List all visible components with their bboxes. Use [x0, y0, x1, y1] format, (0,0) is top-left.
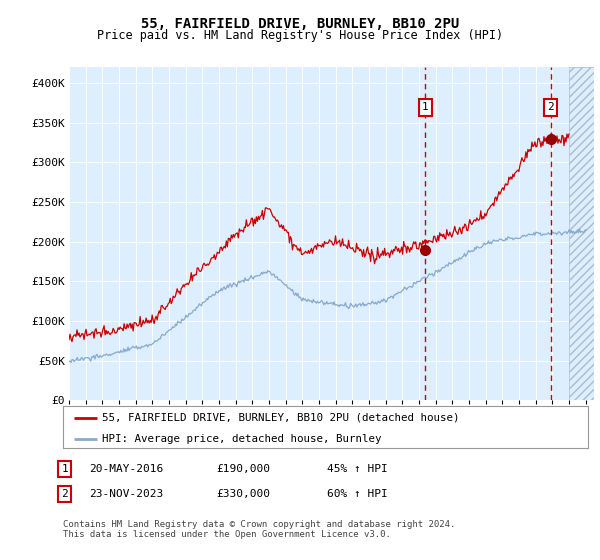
Text: 1: 1 [61, 464, 68, 474]
Text: 55, FAIRFIELD DRIVE, BURNLEY, BB10 2PU (detached house): 55, FAIRFIELD DRIVE, BURNLEY, BB10 2PU (… [103, 413, 460, 423]
Text: Contains HM Land Registry data © Crown copyright and database right 2024.
This d: Contains HM Land Registry data © Crown c… [63, 520, 455, 539]
Text: HPI: Average price, detached house, Burnley: HPI: Average price, detached house, Burn… [103, 434, 382, 444]
Bar [569, 67, 594, 400]
Text: £330,000: £330,000 [216, 489, 270, 499]
Text: 45% ↑ HPI: 45% ↑ HPI [327, 464, 388, 474]
Text: £190,000: £190,000 [216, 464, 270, 474]
Text: 60% ↑ HPI: 60% ↑ HPI [327, 489, 388, 499]
Text: 20-MAY-2016: 20-MAY-2016 [89, 464, 163, 474]
Text: 1: 1 [422, 102, 429, 112]
Text: 23-NOV-2023: 23-NOV-2023 [89, 489, 163, 499]
Text: 2: 2 [61, 489, 68, 499]
Text: 2: 2 [547, 102, 554, 112]
Text: 55, FAIRFIELD DRIVE, BURNLEY, BB10 2PU: 55, FAIRFIELD DRIVE, BURNLEY, BB10 2PU [141, 17, 459, 31]
Text: Price paid vs. HM Land Registry's House Price Index (HPI): Price paid vs. HM Land Registry's House … [97, 29, 503, 42]
